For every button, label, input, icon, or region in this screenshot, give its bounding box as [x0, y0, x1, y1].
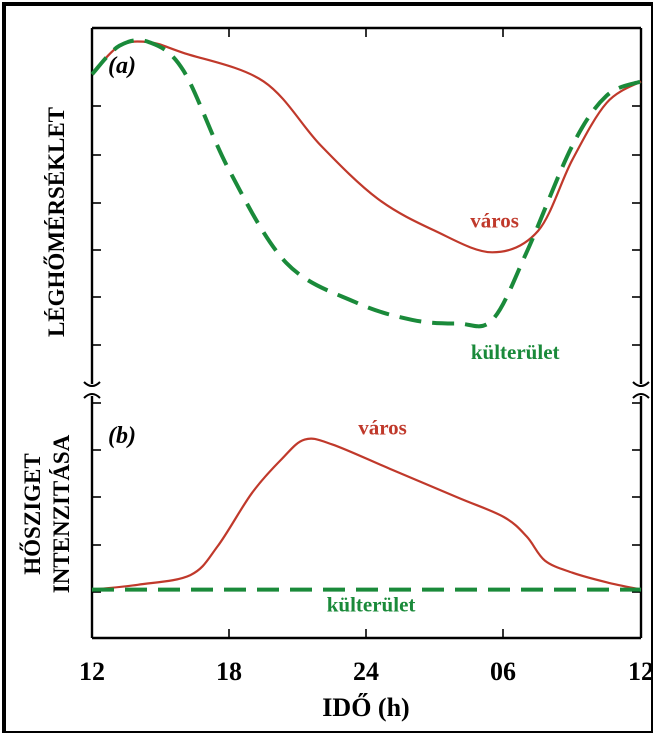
panel-a-annotation-kulterulet: külterület — [471, 340, 560, 364]
panel-b-series-varos-line — [91, 437, 642, 591]
panel-b-ticks — [92, 402, 641, 638]
panel-a-y-axis-label: LÉGHŐMÉRSÉKLET — [43, 107, 69, 337]
panel-a-axis-break-right — [632, 381, 650, 387]
panel-a-ticks — [92, 28, 641, 346]
panel-b-annotations: város külterület — [327, 416, 416, 617]
panel-b-annotation-kulterulet: külterület — [327, 592, 416, 616]
x-axis-label: IDŐ (h) — [322, 693, 409, 722]
panel-b-axis-break-left — [83, 393, 101, 399]
x-tick-label: 12 — [628, 657, 653, 686]
x-tick-label: 18 — [216, 657, 242, 686]
panel-b: (b) HŐSZIGET INTENZITÁSA város külterület — [19, 393, 650, 640]
panel-b-y-axis-label-line-2: INTENZITÁSA — [49, 434, 74, 593]
x-tick-label: 06 — [490, 657, 516, 686]
panel-b-label: (b) — [108, 423, 136, 449]
panel-a-annotation-varos: város — [470, 208, 519, 232]
x-tick-label: 24 — [353, 657, 379, 686]
x-tick-label: 12 — [79, 657, 105, 686]
panel-b-annotation-varos: város — [358, 416, 407, 440]
panel-a: (a) LÉGHŐMÉRSÉKLET város külterület — [43, 26, 650, 387]
panel-b-axis-break-right — [632, 393, 650, 399]
panel-a-axis-break-left — [83, 381, 101, 387]
panel-a-series — [90, 38, 642, 329]
panel-b-series — [91, 437, 642, 592]
panel-a-series-kulterulet-line — [90, 38, 642, 329]
x-axis-tick-labels: 12 18 24 06 12 — [79, 657, 653, 686]
panel-a-label: (a) — [108, 53, 136, 79]
panel-b-y-axis-label-line-1: HŐSZIGET — [19, 453, 45, 574]
panel-a-annotations: város külterület — [470, 208, 559, 364]
